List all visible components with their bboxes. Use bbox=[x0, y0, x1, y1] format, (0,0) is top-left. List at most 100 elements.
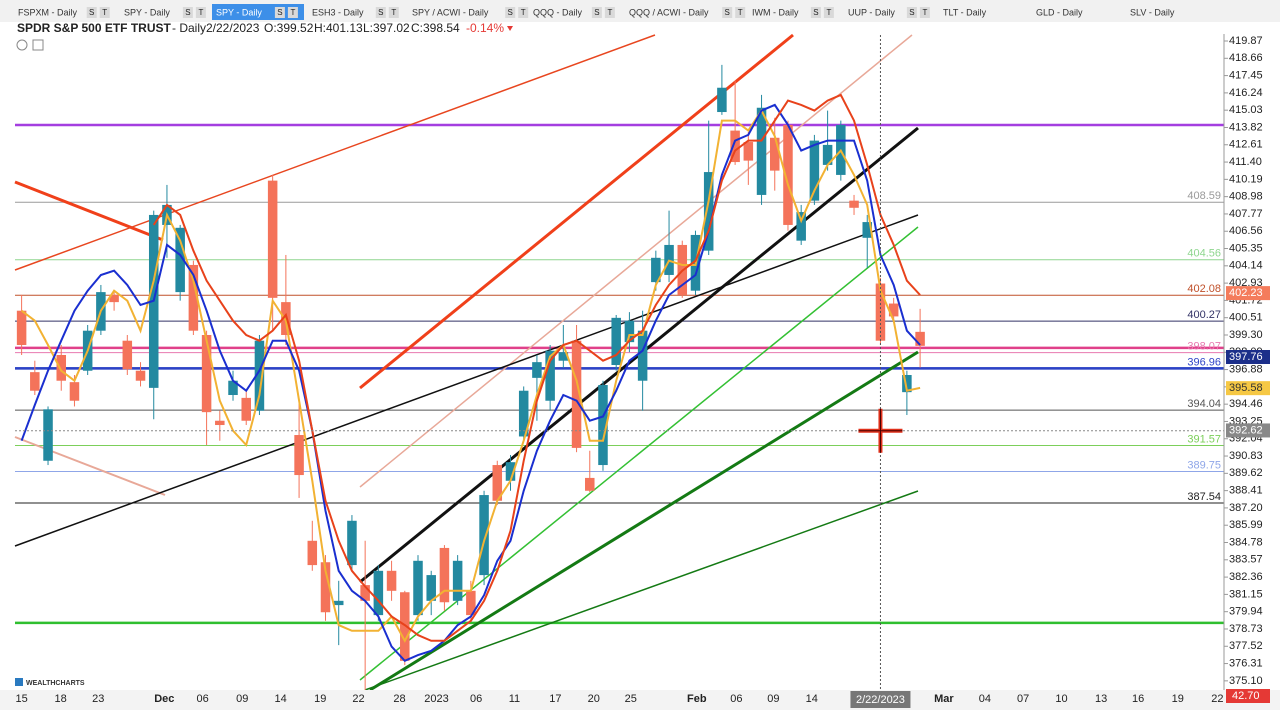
tab-button-label[interactable]: T bbox=[102, 8, 107, 17]
x-tick-label: 28 bbox=[393, 693, 405, 705]
y-tick-label: 408.98 bbox=[1229, 191, 1263, 203]
tab-button[interactable] bbox=[591, 7, 602, 18]
candle-body bbox=[862, 222, 873, 238]
tab-label[interactable]: SLV - Daily bbox=[1130, 7, 1175, 17]
candle-body bbox=[783, 124, 793, 225]
y-tick-label: 396.88 bbox=[1229, 363, 1263, 375]
trendline bbox=[369, 350, 919, 692]
header-date: 2/22/2023 bbox=[206, 21, 260, 35]
price-badge bbox=[1226, 381, 1270, 396]
tab-button[interactable] bbox=[195, 7, 206, 18]
tab-button[interactable] bbox=[722, 7, 733, 18]
tab-label[interactable]: TLT - Daily bbox=[943, 7, 987, 17]
x-tick-label: 20 bbox=[588, 693, 600, 705]
tab-label[interactable]: GLD - Daily bbox=[1036, 7, 1083, 17]
candle-body bbox=[241, 397, 251, 421]
trendline bbox=[14, 436, 166, 496]
tab-button[interactable] bbox=[274, 7, 285, 18]
y-tick-label: 383.57 bbox=[1229, 554, 1263, 566]
tab-button[interactable] bbox=[86, 7, 97, 18]
add-icon[interactable] bbox=[32, 39, 44, 51]
candle-body bbox=[386, 570, 397, 591]
trendline bbox=[359, 226, 919, 681]
price-badge-label: 392.62 bbox=[1229, 424, 1263, 436]
y-tick-label: 390.83 bbox=[1229, 450, 1263, 462]
tab-button-label[interactable]: S bbox=[909, 8, 914, 17]
tab-label[interactable]: FSPXM - Daily bbox=[18, 7, 78, 17]
price-badge-label: 402.23 bbox=[1229, 287, 1263, 299]
candle-body bbox=[294, 435, 304, 476]
cursor-outline bbox=[858, 408, 903, 453]
candle-body bbox=[267, 180, 278, 298]
tab-button-label[interactable]: T bbox=[826, 8, 831, 17]
tab-label[interactable]: SPY / ACWI - Daily bbox=[412, 7, 489, 17]
tab-button[interactable] bbox=[735, 7, 746, 18]
y-tick-label: 416.24 bbox=[1229, 87, 1263, 99]
trendline bbox=[14, 34, 656, 271]
candle-body bbox=[360, 585, 370, 601]
tab-button[interactable] bbox=[810, 7, 821, 18]
tab-button[interactable] bbox=[388, 7, 399, 18]
moving-average bbox=[152, 93, 921, 642]
tab-label[interactable]: SPY - Daily bbox=[216, 7, 262, 17]
tab-button[interactable] bbox=[604, 7, 615, 18]
candle-body bbox=[333, 600, 344, 606]
candle-body bbox=[637, 330, 648, 381]
candle-body bbox=[281, 302, 291, 335]
moving-average bbox=[20, 103, 921, 662]
tab-button-label[interactable]: T bbox=[607, 8, 612, 17]
tab-button-label[interactable]: T bbox=[738, 8, 743, 17]
y-tick-label: 407.77 bbox=[1229, 208, 1263, 220]
candle-body bbox=[624, 320, 635, 343]
level-label: 389.75 bbox=[1187, 459, 1221, 471]
tab-button[interactable] bbox=[287, 7, 298, 18]
tab-label[interactable]: QQQ / ACWI - Daily bbox=[629, 7, 709, 17]
y-tick-label: 385.99 bbox=[1229, 519, 1263, 531]
header-change: -0.14% bbox=[466, 21, 504, 35]
level-label: 408.59 bbox=[1187, 190, 1221, 202]
candle-body bbox=[822, 144, 833, 165]
tab-button-label[interactable]: T bbox=[521, 8, 526, 17]
tab-button-label[interactable]: T bbox=[922, 8, 927, 17]
tab-button[interactable] bbox=[99, 7, 110, 18]
tab-button-label[interactable]: S bbox=[185, 8, 190, 17]
candle-body bbox=[558, 352, 569, 361]
x-tick-label: 13 bbox=[1095, 693, 1107, 705]
tab-label[interactable]: UUP - Daily bbox=[848, 7, 895, 17]
tab-button[interactable] bbox=[906, 7, 917, 18]
candle-body bbox=[69, 382, 80, 401]
settings-icon[interactable] bbox=[16, 39, 28, 51]
x-tick-label: 17 bbox=[549, 693, 561, 705]
tab-button-label[interactable]: S bbox=[378, 8, 383, 17]
candle-body bbox=[466, 590, 476, 616]
tab-button[interactable] bbox=[505, 7, 516, 18]
tab-button-label[interactable]: T bbox=[290, 8, 295, 17]
candle-body bbox=[373, 570, 384, 616]
x-tick-label: 14 bbox=[806, 693, 818, 705]
tab-button[interactable] bbox=[823, 7, 834, 18]
tab-label[interactable]: IWM - Daily bbox=[752, 7, 799, 17]
dropdown-arrow[interactable] bbox=[507, 26, 513, 31]
tab-button-label[interactable]: S bbox=[277, 8, 282, 17]
tab-button-label[interactable]: S bbox=[813, 8, 818, 17]
tab-label[interactable]: ESH3 - Daily bbox=[312, 7, 364, 17]
tab-button-label[interactable]: S bbox=[725, 8, 730, 17]
tab-button[interactable] bbox=[375, 7, 386, 18]
tab-button-label[interactable]: S bbox=[594, 8, 599, 17]
price-badge bbox=[1226, 286, 1270, 301]
tab-button-label[interactable]: T bbox=[391, 8, 396, 17]
tab-button[interactable] bbox=[518, 7, 529, 18]
x-tick-label: 18 bbox=[54, 693, 66, 705]
tab-label[interactable]: QQQ - Daily bbox=[533, 7, 583, 17]
tab-button-label[interactable]: S bbox=[89, 8, 94, 17]
x-tick-label: 22 bbox=[1211, 693, 1223, 705]
tab-button-label[interactable]: S bbox=[508, 8, 513, 17]
tab-label[interactable]: SPY - Daily bbox=[124, 7, 170, 17]
tab-button-label[interactable]: T bbox=[198, 8, 203, 17]
candle-body bbox=[228, 380, 238, 396]
y-tick-label: 415.03 bbox=[1229, 104, 1263, 116]
y-tick-label: 417.45 bbox=[1229, 69, 1263, 81]
level-label: 391.57 bbox=[1187, 433, 1221, 445]
tab-button[interactable] bbox=[919, 7, 930, 18]
tab-button[interactable] bbox=[182, 7, 193, 18]
